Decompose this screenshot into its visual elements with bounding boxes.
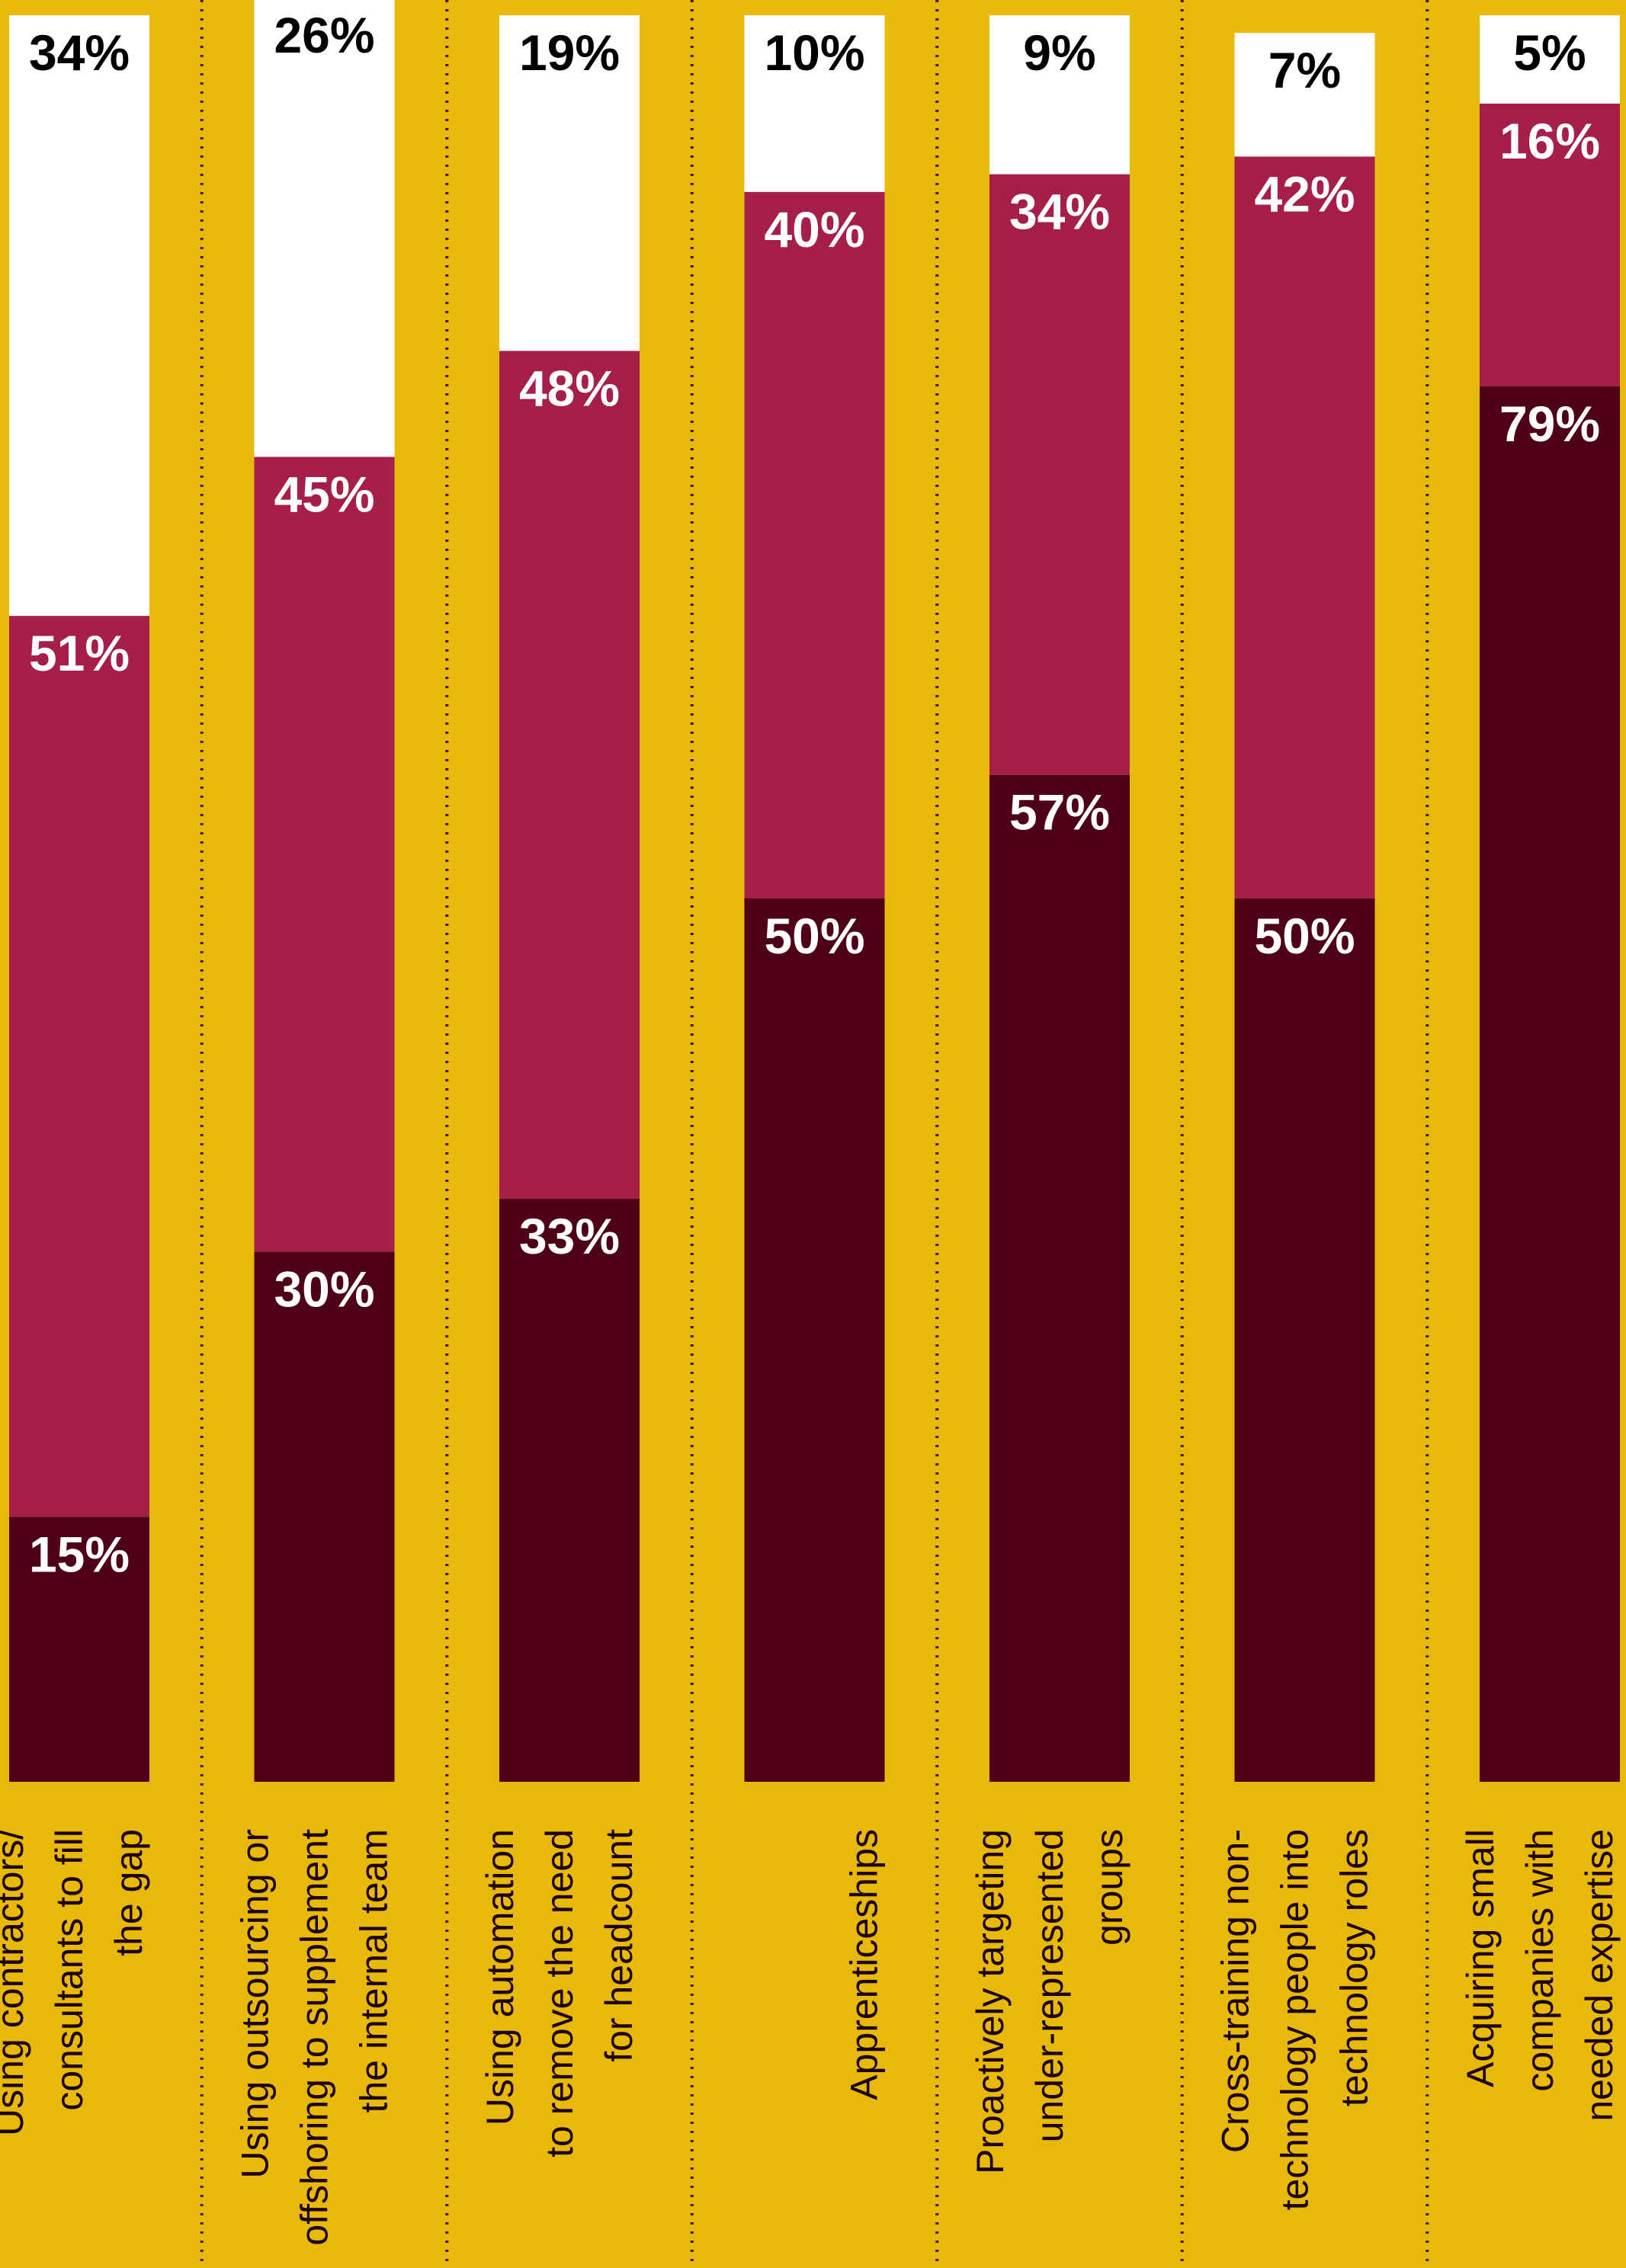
- category-labels: Using contractors/consultants to fill the…: [0, 1829, 1621, 2246]
- category-label-line: Acquiring small: [1459, 1829, 1502, 2087]
- category-label-4: Proactively targeting under-represented gr…: [969, 1829, 1131, 2174]
- bar-segment-top-1: [254, 0, 395, 457]
- category-label-2: Using automation to remove the need for he…: [479, 1829, 640, 2157]
- data-label-bottom-2: 33%: [519, 1208, 620, 1264]
- data-label-middle-0: 51%: [29, 625, 130, 681]
- category-label-line: Apprenticeships: [843, 1829, 886, 2100]
- bar-segment-top-3: [744, 15, 885, 192]
- bar-segment-bottom-2: [499, 1199, 640, 1782]
- data-label-middle-6: 16%: [1499, 113, 1600, 169]
- data-label-middle-4: 34%: [1009, 184, 1110, 240]
- column-dividers: [200, 0, 1429, 2268]
- data-label-middle-2: 48%: [519, 360, 620, 416]
- category-label-0: Using contractors/consultants to fill the…: [0, 1829, 150, 2136]
- category-label-line: Using outsourcing or: [234, 1829, 277, 2179]
- data-label-top-3: 10%: [764, 24, 864, 81]
- bars: 15% 51% 34% 30% 45% 26% 33% 48% 19% 50% 40% 10% 57% 3…: [9, 0, 1620, 1782]
- category-label-line: groups: [1088, 1829, 1131, 1946]
- bar-segment-top-6: [1480, 15, 1620, 104]
- category-label-1: Using outsourcing or offshoring to supple…: [234, 1829, 396, 2246]
- bar-segment-top-0: [9, 15, 149, 617]
- bar-segment-middle-3: [744, 191, 885, 899]
- category-label-line: the gap: [107, 1829, 150, 1956]
- data-label-top-5: 7%: [1268, 42, 1341, 98]
- category-label-line: Cross-training non-: [1214, 1829, 1257, 2153]
- category-label-line: needed expertise: [1578, 1829, 1621, 2122]
- bar-segment-middle-5: [1234, 156, 1375, 899]
- category-label-line: technology people into: [1274, 1829, 1317, 2210]
- data-label-bottom-0: 15%: [29, 1526, 130, 1582]
- bar-segment-middle-1: [254, 456, 395, 1252]
- category-label-line: Using contractors/: [0, 1829, 31, 2136]
- bar-segment-top-4: [989, 15, 1130, 175]
- data-label-bottom-6: 79%: [1499, 396, 1600, 452]
- bar-segment-bottom-5: [1234, 899, 1375, 1782]
- category-label-line: consultants to fill: [48, 1829, 91, 2111]
- bar-segment-bottom-0: [9, 1517, 149, 1782]
- data-label-top-2: 19%: [519, 24, 620, 81]
- data-label-top-0: 34%: [29, 24, 130, 81]
- bar-segment-top-2: [499, 15, 640, 351]
- data-label-top-4: 9%: [1023, 24, 1095, 81]
- data-label-top-6: 5%: [1513, 24, 1586, 81]
- bar-segment-middle-4: [989, 174, 1130, 775]
- bar-segment-bottom-1: [254, 1251, 395, 1782]
- category-label-3: Apprenticeships: [843, 1829, 886, 2100]
- bar-segment-middle-2: [499, 351, 640, 1200]
- bar-segment-middle-0: [9, 616, 149, 1517]
- category-label-line: offshoring to supplement: [293, 1829, 336, 2246]
- data-label-top-1: 26%: [274, 7, 374, 63]
- bar-segment-middle-6: [1480, 103, 1620, 386]
- bar-segment-bottom-6: [1480, 386, 1620, 1782]
- category-label-line: for headcount: [598, 1829, 640, 2062]
- data-label-bottom-1: 30%: [274, 1261, 374, 1318]
- data-label-middle-5: 42%: [1254, 165, 1355, 222]
- data-label-bottom-4: 57%: [1009, 784, 1110, 841]
- data-label-middle-1: 45%: [274, 466, 374, 523]
- bar-segment-top-5: [1234, 33, 1375, 157]
- category-label-line: Proactively targeting: [969, 1829, 1012, 2174]
- bar-segment-bottom-4: [989, 774, 1130, 1782]
- category-label-line: Using automation: [479, 1829, 521, 2125]
- category-label-line: technology roles: [1333, 1829, 1376, 2106]
- data-label-bottom-5: 50%: [1254, 908, 1355, 964]
- category-label-6: Acquiring small companies with needed expe…: [1459, 1829, 1621, 2122]
- category-label-5: Cross-training non-technology people int…: [1214, 1829, 1376, 2210]
- category-label-line: under-represented: [1028, 1829, 1071, 2142]
- category-label-line: to remove the need: [538, 1829, 581, 2157]
- data-label-middle-3: 40%: [764, 201, 864, 258]
- data-label-bottom-3: 50%: [764, 908, 864, 964]
- category-label-line: the internal team: [353, 1829, 396, 2113]
- bar-segment-bottom-3: [744, 899, 885, 1782]
- category-label-line: companies with: [1519, 1829, 1561, 2092]
